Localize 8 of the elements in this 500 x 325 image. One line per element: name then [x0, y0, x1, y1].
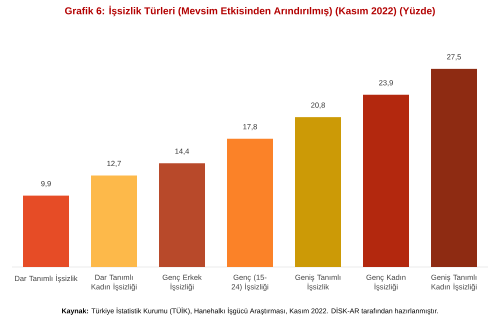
bar: [363, 94, 410, 267]
chart-title: Grafik 6: İşsizlik Türleri (Mevsim Etkisinden Arındırılmış) (Kasım 2022) (Yüzde): [65, 6, 435, 16]
bar: [227, 138, 274, 267]
bar: [23, 196, 70, 267]
bar: [159, 163, 206, 267]
bar: [295, 117, 342, 267]
bar: [91, 176, 138, 267]
bar: [431, 68, 478, 267]
